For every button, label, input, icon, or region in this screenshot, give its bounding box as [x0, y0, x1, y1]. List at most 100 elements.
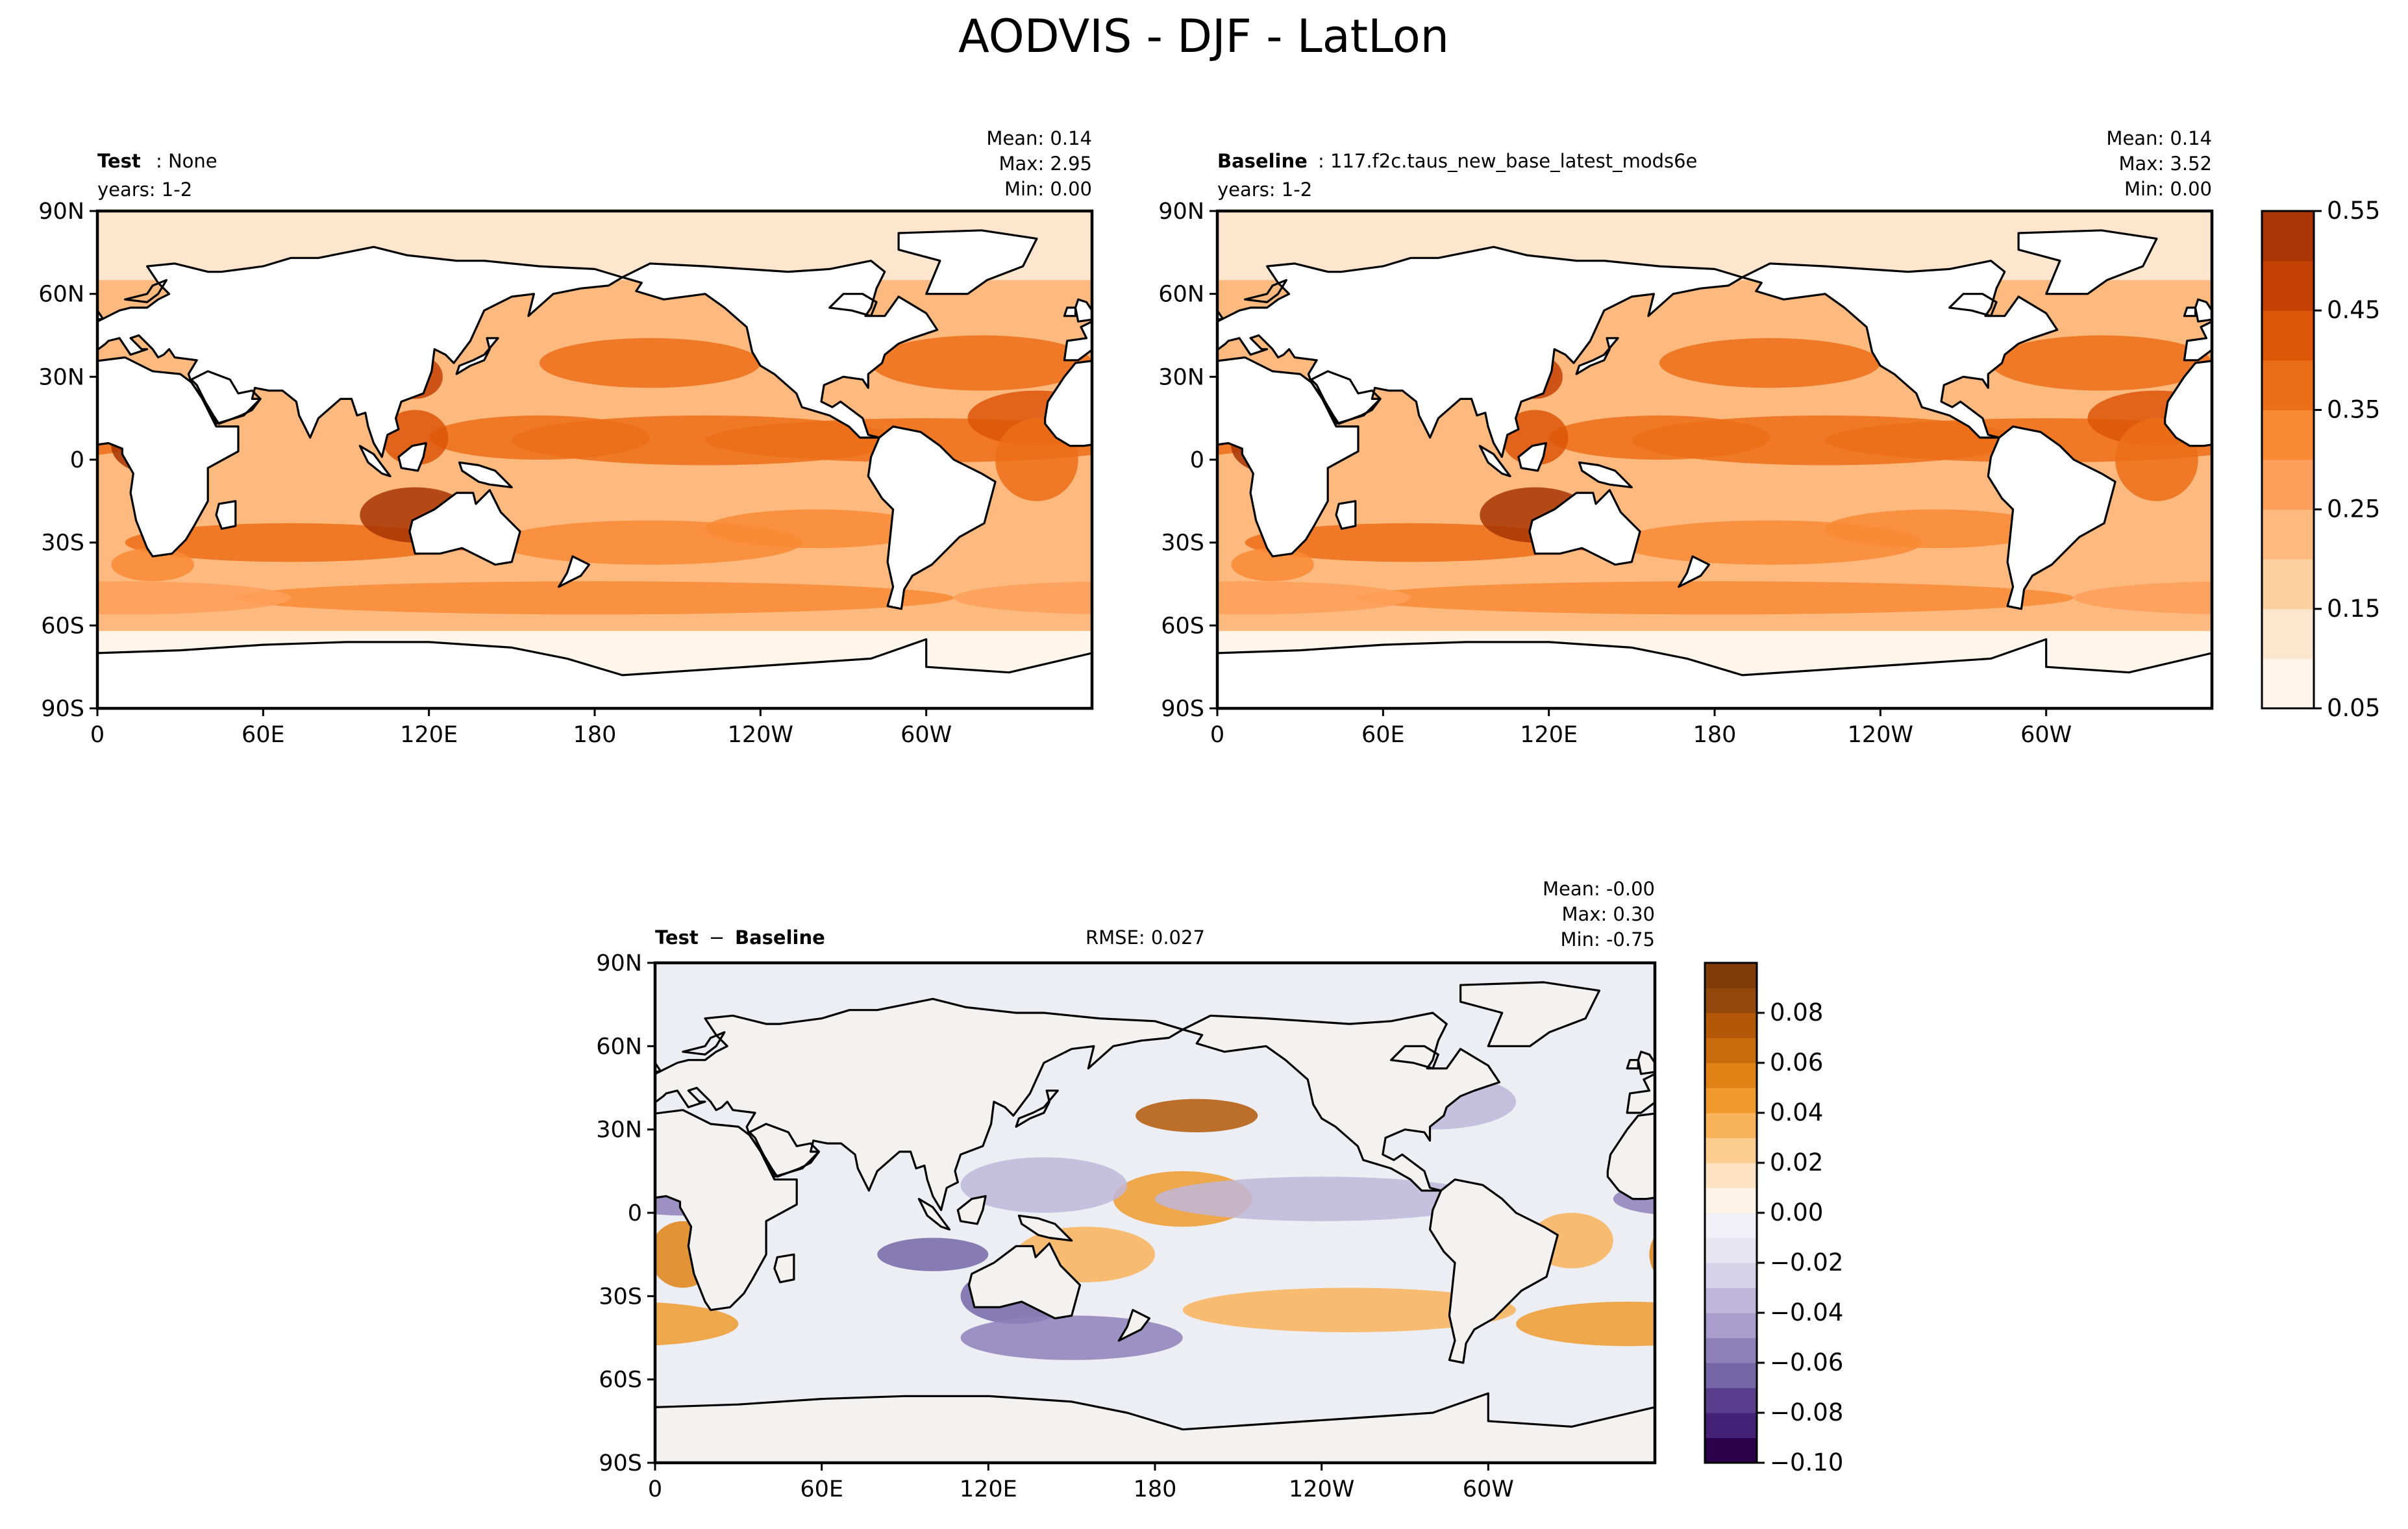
test-ytick-label-4: 30S — [41, 530, 84, 556]
colorbar-puor-swatch-6 — [1705, 1287, 1757, 1313]
colorbar-puor-swatch-15 — [1705, 1063, 1757, 1088]
diff-field-blob-11 — [960, 1315, 1183, 1360]
colorbar-puor-swatch-10 — [1705, 1187, 1757, 1213]
test-coast-southamerica — [867, 425, 997, 610]
test-panel: Test : None years: 1-2 Mean: 0.14 Max: 2… — [38, 127, 1094, 748]
test-ytick-label-0: 90N — [38, 199, 84, 225]
diff-coast-ireland — [627, 1060, 638, 1069]
diff-field-blob-0-wrap1 — [2135, 1099, 2257, 1132]
colorbar-oranges-swatch-2 — [2262, 559, 2314, 610]
diff-xtick-label-3: 180 — [1134, 1476, 1177, 1502]
test-ytick-label-2: 30N — [38, 364, 84, 390]
colorbar-puor-swatch-5 — [1705, 1313, 1757, 1338]
test-coast-northamerica — [621, 260, 939, 439]
baseline-map: 0 60E 120E 180 120W 60W 90N 60N 30N 0 30S 60S 90S — [1158, 199, 2214, 748]
colorbar-oranges-swatch-3 — [2262, 509, 2314, 560]
test-xtick-label-2: 120E — [400, 722, 458, 748]
baseline-field-blob-8 — [1825, 509, 2046, 549]
diff-field-blob-7 — [877, 1237, 989, 1271]
diff-coast-borneo-wrap — [1957, 1196, 1985, 1224]
diff-field-blob-12 — [1516, 1301, 1655, 1347]
diff-coast-greenland — [1459, 981, 1600, 1047]
baseline-field-blob-10 — [1217, 581, 1411, 615]
diff-coast-ireland-wrap — [1626, 1059, 1639, 1070]
colorbar-puor-swatch-13 — [1705, 1113, 1757, 1138]
colorbar-puor-swatch-8 — [1705, 1237, 1757, 1263]
diff-ytick-label-5: 60S — [599, 1367, 642, 1393]
diff-coast-newguinea — [1017, 1214, 1073, 1242]
colorbar-oranges-swatch-4 — [2262, 460, 2314, 510]
baseline-field-blob-18 — [1502, 410, 1569, 466]
colorbar-oranges-frame — [2261, 210, 2315, 710]
diff-coast-eurasia-wrap — [1626, 1073, 1655, 1114]
diff-field-blob-10-wrap1 — [1961, 1157, 2128, 1213]
colorbar-puor-swatch-16 — [1705, 1038, 1757, 1063]
diff-field-blob-9 — [1155, 1176, 1489, 1221]
diff-ytick-label-2: 30N — [596, 1117, 642, 1143]
baseline-xtick-label-5: 60W — [2020, 722, 2072, 748]
baseline-max: Max: 3.52 — [2118, 153, 2212, 175]
test-xtick-label-1: 60E — [242, 722, 285, 748]
test-coast-newguinea — [458, 461, 513, 489]
diff-coast-hudson-wrap — [2391, 1046, 2408, 1068]
colorbar-puor-swatch-12 — [1705, 1137, 1757, 1163]
test-ytick-label-3: 0 — [70, 447, 84, 473]
test-field-blob-3 — [539, 338, 761, 388]
baseline-coast-madagascar — [1335, 500, 1357, 530]
test-xtick-label-4: 120W — [728, 722, 793, 748]
test-field-blob-8 — [705, 509, 926, 549]
baseline-coast-borneo — [1517, 441, 1547, 472]
diff-rmse: RMSE: 0.027 — [1086, 926, 1205, 949]
colorbar-puor-tick-label-3: −0.04 — [1770, 1299, 1843, 1326]
diff-coast-arabia_gap — [748, 1123, 820, 1178]
baseline-coast-africa-wrap — [2164, 360, 2212, 447]
test-field-blob-10-wrap1 — [954, 581, 1092, 614]
test-coast-greenland — [897, 229, 1038, 295]
baseline-coast-africa — [1217, 356, 1359, 558]
diff-field-blob-5-wrap2 — [16, 1226, 155, 1282]
test-field-blob-9 — [235, 581, 954, 615]
diff-coast-britain-wrap — [1637, 1050, 1655, 1075]
colorbar-puor-swatch-14 — [1705, 1088, 1757, 1113]
test-ytick-label-6: 90S — [41, 696, 84, 722]
diff-coast-africa — [655, 1109, 798, 1311]
colorbar-puor-tick-label-6: 0.02 — [1770, 1149, 1823, 1176]
baseline-panel: Baseline : 117.f2c.taus_new_base_latest_… — [1158, 127, 2214, 748]
baseline-plot-area — [1189, 211, 2212, 708]
diff-field-blob-0 — [1136, 1099, 1258, 1132]
baseline-coast-eurasia-wrap — [2183, 320, 2212, 362]
test-min: Min: 0.00 — [1004, 178, 1092, 200]
diff-mean: Mean: -0.00 — [1543, 878, 1655, 900]
baseline-years: years: 1-2 — [1217, 179, 1312, 201]
diff-coast-newguinea-wrap — [2018, 1215, 2071, 1241]
test-map: 0 60E 120E 180 120W 60W 90N 60N 30N 0 30S 60S 90S — [38, 199, 1094, 748]
baseline-field-blob-9 — [1355, 581, 2074, 615]
baseline-coast-ireland — [1189, 308, 1200, 316]
diff-field-blob-4-wrap2 — [530, 1213, 614, 1269]
diff-coast-madagascar — [773, 1253, 795, 1284]
test-coast-madagascar — [215, 500, 237, 530]
diff-max: Max: 0.30 — [1561, 903, 1655, 925]
diff-coast-southamerica — [1428, 1178, 1559, 1364]
baseline-coast-southamerica — [1987, 425, 2116, 610]
colorbar-puor-tick-label-9: 0.08 — [1770, 999, 1823, 1026]
colorbar-puor-swatch-17 — [1705, 1013, 1757, 1038]
test-ytick-label-5: 60S — [41, 613, 84, 639]
diff-ytick-label-3: 0 — [628, 1200, 642, 1226]
colorbar-puor-tick-label-1: −0.08 — [1770, 1398, 1843, 1426]
baseline-field-blob-14-wrap2 — [1217, 401, 1232, 435]
baseline-field-blob-19 — [1231, 548, 1314, 582]
test-max: Max: 2.95 — [999, 153, 1092, 175]
test-plot-area — [97, 211, 1092, 708]
test-field-blob-10 — [97, 581, 291, 615]
test-label-rest: : None — [156, 150, 217, 172]
colorbar-puor-tick-label-5: 0.00 — [1770, 1199, 1823, 1226]
test-field-blob-2 — [428, 415, 651, 460]
baseline-mean: Mean: 0.14 — [2106, 127, 2212, 149]
colorbar-oranges-tick-label-2: 0.25 — [2327, 495, 2380, 523]
colorbar-oranges-tick-label-5: 0.55 — [2327, 197, 2380, 225]
diff-coast-eurasia — [655, 998, 1184, 1212]
baseline-coast-northamerica — [1741, 260, 2059, 439]
baseline-coast-scandinavia_sea — [1244, 279, 1287, 303]
diff-coast-japan-wrap — [2016, 1091, 2057, 1127]
